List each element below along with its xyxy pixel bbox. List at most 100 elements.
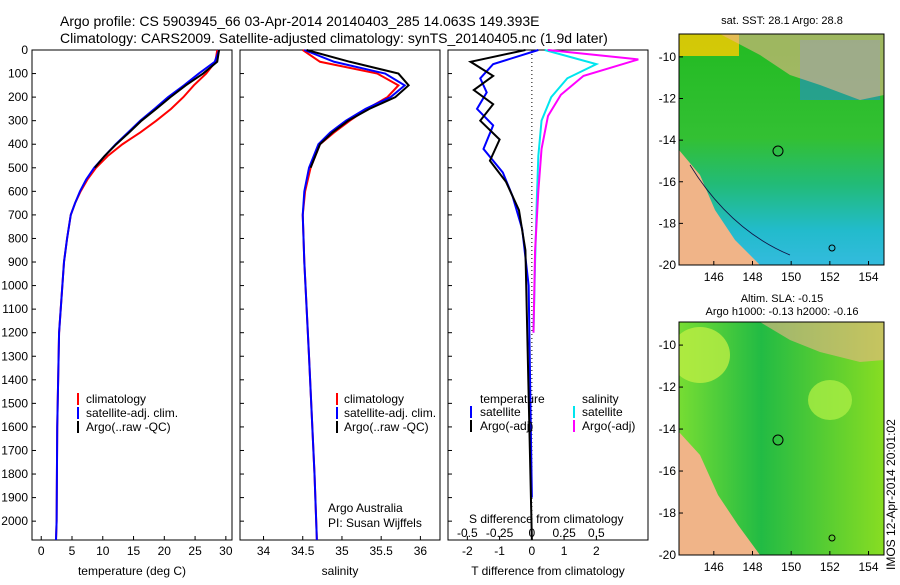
y-tick-label: 0 xyxy=(21,43,28,57)
x-tick-label: 0 xyxy=(38,544,45,558)
legend-label: climatology xyxy=(344,392,404,406)
y-tick-label: 300 xyxy=(8,114,28,128)
sla-high-patch xyxy=(679,327,730,383)
y-tick-label: 200 xyxy=(8,90,28,104)
series-line xyxy=(55,49,221,541)
series-line xyxy=(94,49,221,169)
sla-map-title-1: Altim. SLA: -0.15 xyxy=(741,293,824,305)
s-tick-label: 0.25 xyxy=(552,526,576,540)
temperature-xlabel: temperature (deg C) xyxy=(78,564,186,578)
y-tick-label: 1800 xyxy=(1,467,28,481)
series-line xyxy=(532,49,639,333)
y-tick-label: 600 xyxy=(8,184,28,198)
sst-map: sat. SST: 28.1 Argo: 28.8 xyxy=(678,15,885,266)
y-tick-label: 1900 xyxy=(1,491,28,505)
salinity-legend: climatology satellite-adj. clim. Argo(..… xyxy=(328,392,436,530)
s-tick-label: -0.5 xyxy=(457,526,478,540)
legend-label: satellite-adj. clim. xyxy=(86,406,178,420)
sst-map-title: sat. SST: 28.1 Argo: 28.8 xyxy=(721,15,843,27)
y-tick-label: 700 xyxy=(8,208,28,222)
difference-axes xyxy=(447,49,649,541)
y-tick-label: 1600 xyxy=(1,420,28,434)
x-tick-label: 20 xyxy=(158,544,172,558)
x-tick-label: -2 xyxy=(462,544,473,558)
series-line xyxy=(467,49,533,541)
sst-isobath xyxy=(689,164,791,256)
x-tick-label: 25 xyxy=(188,544,202,558)
imos-timestamp: IMOS 12-Apr-2014 20:01:02 xyxy=(884,419,898,570)
map-x-tick-label: 146 xyxy=(704,270,724,284)
map-x-tick-label: 148 xyxy=(742,560,762,574)
salinity-axes xyxy=(239,49,441,541)
y-tick-label: 400 xyxy=(8,137,28,151)
y-tick-label: 1000 xyxy=(1,279,28,293)
salinity-xlabel: salinity xyxy=(322,564,359,578)
map-x-tick-label: 150 xyxy=(781,270,801,284)
sla-map-frame xyxy=(678,321,885,556)
map-ticks: 146 148 150 152 154 -10 -12 -14 -16 -18 -20 146 148 1… xyxy=(659,50,879,574)
x-tick-label: 35.5 xyxy=(369,544,393,558)
sst-island-marker xyxy=(828,244,836,252)
header-line-2: Climatology: CARS2009. Satellite-adjuste… xyxy=(60,30,608,46)
x-tick-label: 34 xyxy=(257,544,271,558)
map-y-tick-label: -10 xyxy=(659,338,677,352)
legend-title-temperature: temperature xyxy=(480,392,545,406)
map-y-tick-label: -12 xyxy=(659,380,677,394)
s-difference-label: S difference from climatology xyxy=(469,512,624,526)
series-line xyxy=(301,49,401,541)
map-x-tick-label: 154 xyxy=(859,270,879,284)
header-line-1: Argo profile: CS 5903945_66 03-Apr-2014 … xyxy=(60,13,540,29)
legend-label: Argo(-adj) xyxy=(480,419,533,433)
annotation-line: PI: Susan Wijffels xyxy=(328,516,422,530)
map-x-tick-label: 154 xyxy=(859,560,879,574)
y-tick-label: 1700 xyxy=(1,443,28,457)
map-y-tick-label: -16 xyxy=(659,464,677,478)
s-tick-label: -0.25 xyxy=(486,526,514,540)
y-tick-label: 1200 xyxy=(1,326,28,340)
legend-label: satellite-adj. clim. xyxy=(344,406,436,420)
legend-title-salinity: salinity xyxy=(582,392,619,406)
sla-argo-marker xyxy=(772,434,784,446)
y-tick-label: 100 xyxy=(8,67,28,81)
map-y-tick-label: -18 xyxy=(659,506,677,520)
map-y-tick-label: -10 xyxy=(659,50,677,64)
legend-label: satellite xyxy=(582,405,623,419)
x-tick-label: 10 xyxy=(96,544,110,558)
sla-land-australia xyxy=(679,432,760,555)
series-line xyxy=(306,49,411,169)
map-y-tick-label: -18 xyxy=(659,216,677,230)
y-tick-label: 900 xyxy=(8,255,28,269)
map-y-tick-label: -14 xyxy=(659,422,677,436)
s-tick-label: 0.5 xyxy=(588,526,605,540)
x-tick-label: -1 xyxy=(494,544,505,558)
x-tick-label: 30 xyxy=(219,544,233,558)
sla-map-title-2: Argo h1000: -0.13 h2000: -0.16 xyxy=(706,306,859,318)
sla-high-patch xyxy=(808,380,852,420)
sst-warm-patch xyxy=(679,34,739,56)
y-tick-label: 1400 xyxy=(1,373,28,387)
x-tick-label: 5 xyxy=(69,544,76,558)
sst-argo-marker xyxy=(772,145,784,157)
sla-island-marker xyxy=(828,534,836,542)
x-tick-label: 34.5 xyxy=(291,544,315,558)
difference-xlabel: T difference from climatology xyxy=(471,564,625,578)
map-y-tick-label: -14 xyxy=(659,133,677,147)
annotation-line: Argo Australia xyxy=(328,501,403,515)
profile-plots: 0100200300400500600700800900100011001200… xyxy=(1,43,639,558)
sla-land-png xyxy=(760,322,884,362)
map-y-tick-label: -16 xyxy=(659,175,677,189)
map-x-tick-label: 148 xyxy=(742,270,762,284)
y-tick-label: 800 xyxy=(8,231,28,245)
map-x-tick-label: 152 xyxy=(820,270,840,284)
series-line xyxy=(301,49,407,541)
y-tick-label: 2000 xyxy=(1,514,28,528)
map-x-tick-label: 146 xyxy=(704,560,724,574)
temperature-legend: climatology satellite-adj. clim. Argo(..… xyxy=(77,392,178,434)
sst-map-frame xyxy=(678,33,885,266)
difference-legend: temperature satellite Argo(-adj) salinit… xyxy=(469,392,635,526)
x-tick-label: 2 xyxy=(593,544,600,558)
map-x-tick-label: 150 xyxy=(781,560,801,574)
sla-map: Altim. SLA: -0.15 Argo h1000: -0.13 h200… xyxy=(678,293,885,556)
x-tick-label: 15 xyxy=(127,544,141,558)
